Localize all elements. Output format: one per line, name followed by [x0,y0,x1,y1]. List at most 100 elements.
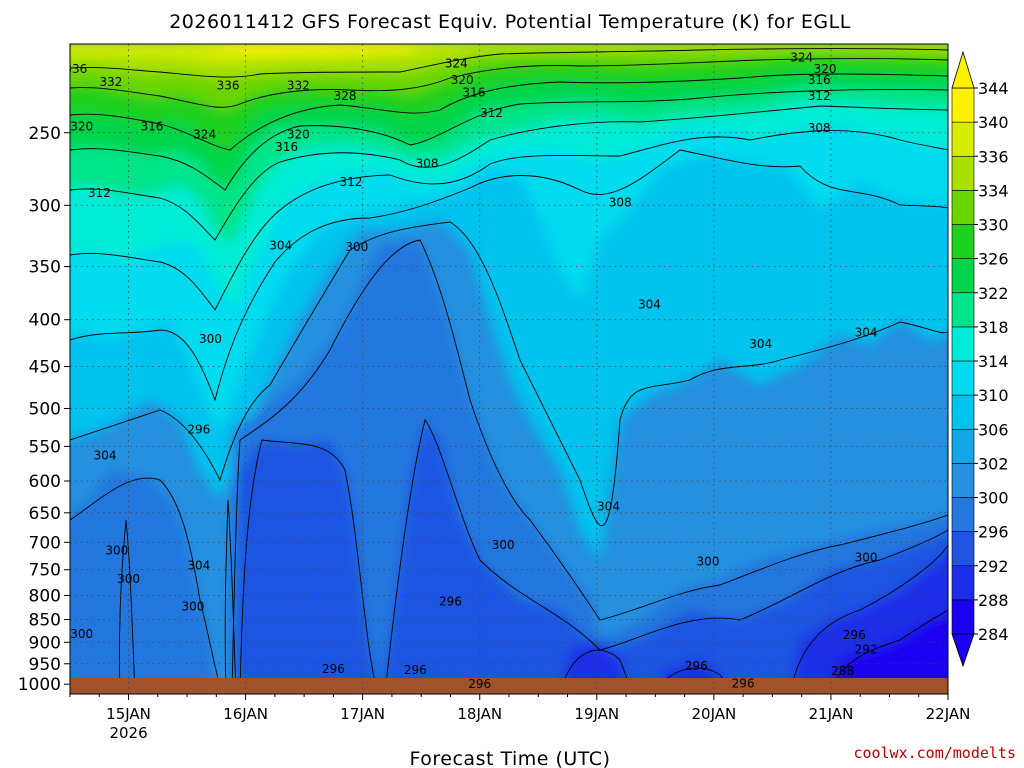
y-tick-label: 300 [29,196,61,216]
colorbar: 284 288 292 296 300 302 306 310 314 318 322 326 330 3… [951,50,1009,668]
contour-label-text: 324 [193,127,216,141]
contour-label: 308 [808,121,831,135]
contour-label: 292 [855,642,878,656]
contour-label-text: 316 [140,119,163,133]
contour-label-text: 308 [416,156,439,170]
x-tick-label: 18JAN [457,705,502,723]
colorbar-label: 326 [978,250,1009,269]
contour-label: 300 [199,332,222,346]
contour-label: 324 [193,127,216,141]
colorbar-label: 330 [978,216,1009,235]
contour-label: 296 [732,676,755,690]
contour-label-text: 300 [199,332,222,346]
y-tick-label: 750 [29,561,61,581]
contour-label: 300 [117,572,140,586]
contour-label-text: 332 [100,75,123,89]
colorbar-swatch [951,531,975,567]
colorbar-swatch [951,292,975,328]
y-tick-label: 850 [29,611,61,631]
contour-label: 336 [70,62,87,76]
grid [70,44,948,694]
y-tick-label: 800 [29,586,61,606]
contour-label: 312 [808,89,831,103]
x-tick-label: 19JAN [574,705,619,723]
x-tick-label: 15JAN [106,705,151,723]
colorbar-swatch [951,258,975,294]
y-tick-label: 600 [29,472,61,492]
contour-label-text: 304 [638,298,661,312]
contour-label-text: 304 [749,337,772,351]
surface-strip [70,678,948,694]
contour-label: 312 [480,106,503,120]
contour-label: 332 [287,79,310,93]
y-tick-label: 400 [29,311,61,331]
colorbar-swatch [951,326,975,362]
y-tick-label: 900 [29,633,61,653]
contour-label-text: 296 [843,628,866,642]
contour-label-text: 308 [808,121,831,135]
colorbar-swatch [951,155,975,191]
contour-label-text: 312 [808,89,831,103]
contour-label-text: 300 [697,555,720,569]
colorbar-label: 284 [978,625,1009,644]
colorbar-swatch [951,224,975,259]
colorbar-swatch [951,360,975,396]
colorbar-label: 318 [978,318,1009,337]
contour-label: 300 [181,600,204,614]
contour-label: 296 [468,677,491,691]
contour-label-text: 296 [732,676,755,690]
contour-label-text: 288 [831,664,854,678]
contour-label: 320 [451,73,474,87]
band-288 [830,614,948,694]
colorbar-swatch [951,565,975,601]
contour-label: 316 [140,119,163,133]
y-tick-label: 350 [29,258,61,278]
colorbar-label: 336 [978,147,1009,166]
contour-label-text: 320 [70,119,93,133]
contour-label-text: 300 [70,627,93,641]
colorbar-label: 302 [978,454,1009,473]
contour-label: 304 [187,558,210,572]
contour-label: 304 [749,337,772,351]
x-tick-label: 22JAN [926,705,971,723]
contour-label-text: 324 [790,51,813,65]
contour-label: 304 [638,298,661,312]
contour-label: 316 [462,86,485,100]
colorbar-label: 340 [978,113,1009,132]
contour-label: 312 [340,175,363,189]
colorbar-label: 322 [978,284,1009,303]
y-axis: 2503003504004505005506006507007508008509… [18,124,70,695]
contour-label-text: 320 [451,73,474,87]
x-tick-label: 16JAN [223,705,268,723]
contour-label: 300 [855,550,878,564]
colorbar-swatch [951,190,975,225]
contour-label: 296 [187,422,210,436]
colorbar-swatch [951,394,975,430]
colorbar-label: 344 [978,79,1009,98]
contour-label: 320 [814,62,837,76]
contour-label: 300 [697,555,720,569]
y-tick-label: 550 [29,437,61,457]
credit-text[interactable]: coolwx.com/modelts [853,744,1016,762]
contour-label-text: 312 [88,186,111,200]
colorbar-label: 306 [978,420,1009,439]
y-tick-label: 950 [29,655,61,675]
contour-label-text: 296 [439,594,462,608]
contour-label: 296 [404,663,427,677]
contour-label-text: 332 [287,79,310,93]
contour-label: 308 [609,196,632,210]
contour-label-text: 328 [334,89,357,103]
contour-label: 332 [100,75,123,89]
contour-label: 300 [492,538,515,552]
colorbar-swatch [951,121,975,157]
contour-label: 304 [597,500,620,514]
contour-label-text: 304 [597,500,620,514]
contour-label-text: 304 [187,558,210,572]
contour-label: 300 [345,240,368,254]
contour-label: 316 [808,73,831,87]
contour-label-text: 320 [287,127,310,141]
